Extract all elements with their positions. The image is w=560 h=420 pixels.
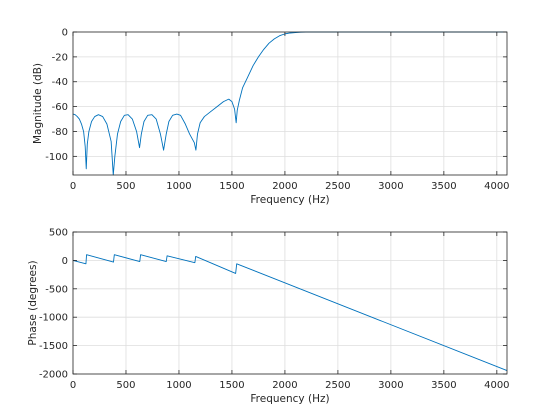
magnitude-y-tick-label: 0	[62, 28, 68, 39]
magnitude-ticks: 0 500 1000 1500 2000 2500 3000 3500 4000 -100 -80 -…	[45, 28, 509, 193]
magnitude-plot-area	[73, 32, 507, 175]
magnitude-x-tick-label: 1000	[166, 181, 191, 192]
magnitude-x-axis-label: Frequency (Hz)	[250, 194, 329, 206]
phase-series-line	[72, 254, 508, 372]
phase-x-axis-label: Frequency (Hz)	[250, 393, 329, 405]
magnitude-x-tick-label: 0	[70, 181, 76, 192]
phase-frame	[72, 231, 508, 375]
magnitude-y-tick-label: -60	[52, 102, 68, 113]
magnitude-x-tick-label: 4000	[484, 181, 509, 192]
magnitude-x-tick-label: 2500	[325, 181, 350, 192]
magnitude-x-tick-label: 2000	[272, 181, 297, 192]
phase-x-tick-label: 2500	[325, 380, 350, 391]
phase-x-tick-label: 4000	[484, 380, 509, 391]
magnitude-x-tick-label: 1500	[219, 181, 244, 192]
magnitude-y-tick-label: -100	[45, 152, 68, 163]
phase-plot-area	[73, 232, 507, 374]
phase-x-tick-label: 1500	[219, 380, 244, 391]
phase-x-tick-label: 2000	[272, 380, 297, 391]
magnitude-y-tick-label: -20	[52, 52, 68, 63]
phase-curve-group	[72, 254, 508, 372]
magnitude-y-axis-label: Magnitude (dB)	[32, 63, 44, 144]
phase-y-axis-label: Phase (degrees)	[27, 260, 39, 345]
phase-x-tick-label: 3500	[431, 380, 456, 391]
magnitude-axes: 0 500 1000 1500 2000 2500 3000 3500 4000 -100 -80 -…	[32, 28, 510, 207]
phase-x-tick-label: 500	[116, 380, 135, 391]
phase-y-tick-label: -1000	[39, 313, 68, 324]
phase-y-tick-label: -2000	[39, 370, 68, 381]
magnitude-curve-group	[72, 31, 507, 176]
magnitude-frame	[72, 31, 508, 176]
phase-ticks: 0 500 1000 1500 2000 2500 3000 3500 4000 -2000 -15…	[39, 228, 510, 392]
magnitude-x-tick-label: 3500	[431, 181, 456, 192]
magnitude-y-tick-label: -80	[52, 127, 68, 138]
phase-y-tick-label: -1500	[39, 341, 68, 352]
phase-y-tick-label: 500	[49, 228, 68, 239]
phase-y-tick-label: 0	[62, 256, 68, 267]
magnitude-series-line	[72, 31, 507, 176]
magnitude-y-tick-label: -40	[52, 77, 68, 88]
phase-y-tick-label: -500	[45, 284, 68, 295]
phase-axes: 0 500 1000 1500 2000 2500 3000 3500 4000 -2000 -15…	[27, 228, 510, 406]
magnitude-x-tick-label: 3000	[378, 181, 403, 192]
phase-x-tick-label: 0	[70, 380, 76, 391]
phase-x-tick-label: 1000	[166, 380, 191, 391]
magnitude-x-tick-label: 500	[116, 181, 135, 192]
phase-x-tick-label: 3000	[378, 380, 403, 391]
